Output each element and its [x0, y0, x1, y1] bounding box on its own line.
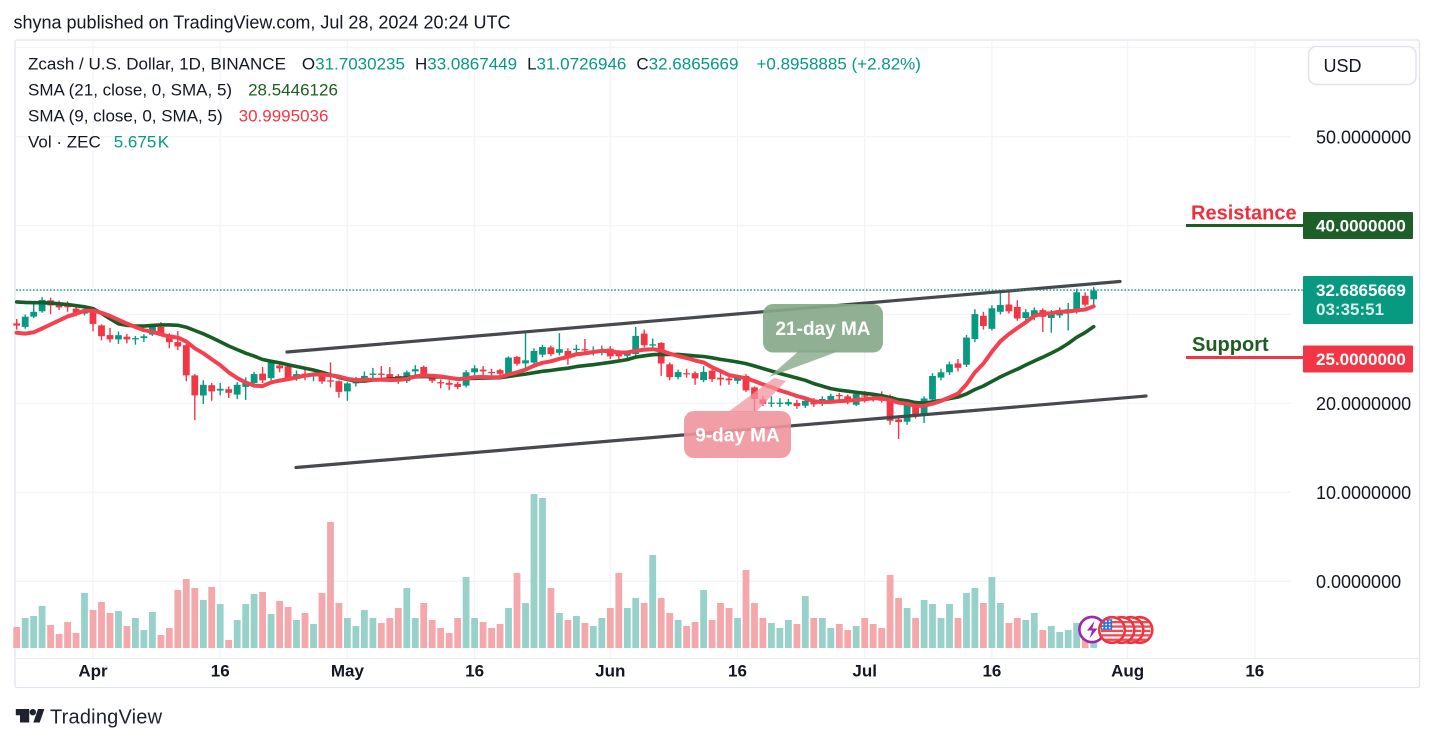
svg-text:Zcash / U.S. Dollar, 1D, BINAN: Zcash / U.S. Dollar, 1D, BINANCE O31.7030…	[28, 55, 921, 74]
svg-text:16: 16	[1245, 662, 1264, 681]
svg-text:40.0000000: 40.0000000	[1316, 217, 1406, 236]
svg-text:32.6865669: 32.6865669	[1316, 281, 1406, 300]
svg-text:Support: Support	[1192, 334, 1269, 356]
svg-text:Aug: Aug	[1111, 662, 1144, 681]
svg-text:Resistance: Resistance	[1191, 203, 1297, 225]
svg-text:0.0000000: 0.0000000	[1316, 572, 1401, 592]
svg-text:shyna published on TradingView: shyna published on TradingView.com, Jul …	[14, 13, 511, 33]
svg-text:16: 16	[465, 662, 484, 681]
svg-text:10.0000000: 10.0000000	[1316, 483, 1411, 503]
svg-text:20.0000000: 20.0000000	[1316, 394, 1411, 414]
svg-text:SMA (9, close, 0, SMA, 5)30.99: SMA (9, close, 0, SMA, 5) 30.9995036	[28, 107, 328, 126]
svg-text:9-day MA: 9-day MA	[695, 426, 780, 447]
svg-text:SMA (21, close, 0, SMA, 5)28.5: SMA (21, close, 0, SMA, 5) 28.5446126	[28, 81, 338, 100]
svg-text:May: May	[331, 662, 365, 681]
svg-text:16: 16	[728, 662, 747, 681]
svg-text:16: 16	[211, 662, 230, 681]
svg-text:Apr: Apr	[78, 662, 108, 681]
svg-text:USD: USD	[1324, 56, 1362, 76]
svg-text:Jun: Jun	[595, 662, 625, 681]
svg-text:Jul: Jul	[852, 662, 877, 681]
svg-text:TradingView: TradingView	[50, 707, 163, 729]
svg-text:03:35:51: 03:35:51	[1316, 300, 1384, 319]
svg-text:21-day MA: 21-day MA	[775, 319, 870, 340]
svg-text:16: 16	[982, 662, 1001, 681]
svg-text:50.0000000: 50.0000000	[1316, 128, 1411, 148]
svg-text:25.0000000: 25.0000000	[1316, 350, 1406, 369]
